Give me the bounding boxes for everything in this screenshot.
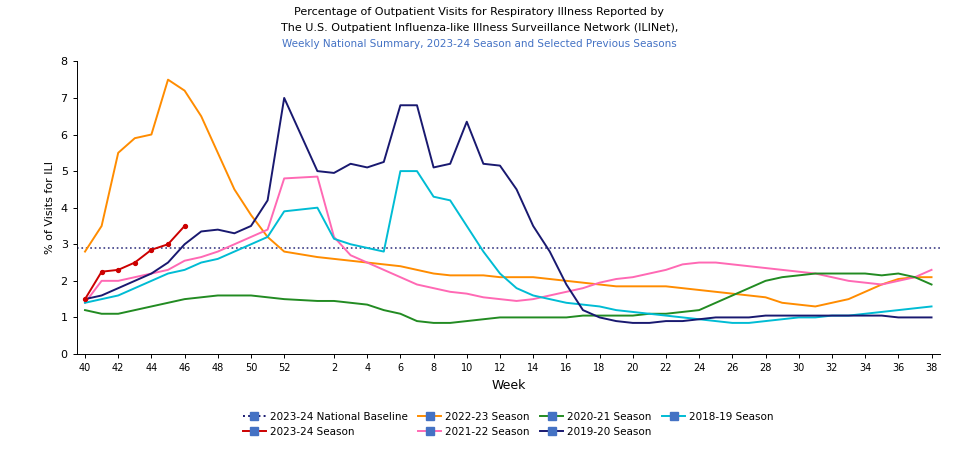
Text: Percentage of Outpatient Visits for Respiratory Illness Reported by: Percentage of Outpatient Visits for Resp… <box>294 7 665 17</box>
X-axis label: Week: Week <box>491 379 526 392</box>
Y-axis label: % of Visits for ILI: % of Visits for ILI <box>45 161 55 254</box>
Legend: 2023-24 National Baseline, 2023-24 Season, 2022-23 Season, 2021-22 Season, 2020-: 2023-24 National Baseline, 2023-24 Seaso… <box>243 412 774 437</box>
Text: Weekly National Summary, 2023-24 Season and Selected Previous Seasons: Weekly National Summary, 2023-24 Season … <box>282 39 677 49</box>
Text: The U.S. Outpatient Influenza-like Illness Surveillance Network (ILINet),: The U.S. Outpatient Influenza-like Illne… <box>281 23 678 33</box>
